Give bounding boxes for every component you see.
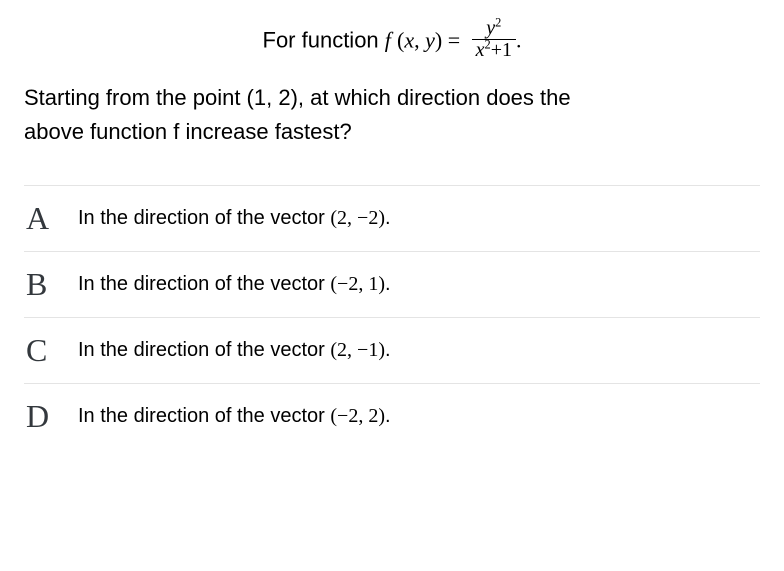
option-suffix: . (385, 273, 391, 295)
formula-x: x (404, 27, 414, 52)
question-page: For function f (x, y) = y2 x2+1 . Starti… (0, 0, 784, 465)
option-prefix: In the direction of the vector (78, 273, 330, 295)
den-plus1: +1 (491, 39, 512, 61)
question-line-1: Starting from the point (1, 2), at which… (24, 85, 571, 110)
option-letter: C (24, 332, 78, 369)
option-text: In the direction of the vector (2, −2). (78, 207, 391, 230)
option-suffix: . (385, 207, 391, 229)
option-letter: A (24, 200, 78, 237)
formula-f: f (385, 27, 391, 52)
fraction-denominator: x2+1 (472, 39, 516, 61)
option-suffix: . (385, 339, 391, 361)
fraction-numerator: y2 (472, 18, 516, 39)
option-b[interactable]: B In the direction of the vector (−2, 1)… (24, 251, 760, 317)
function-formula: For function f (x, y) = y2 x2+1 . (24, 20, 760, 63)
option-a[interactable]: A In the direction of the vector (2, −2)… (24, 185, 760, 251)
formula-fraction: y2 x2+1 (472, 18, 516, 61)
option-prefix: In the direction of the vector (78, 405, 330, 427)
formula-trailing: . (516, 27, 522, 52)
formula-close-eq: ) = (435, 27, 466, 52)
option-letter: D (24, 398, 78, 435)
option-prefix: In the direction of the vector (78, 207, 330, 229)
option-vector: (2, −1) (330, 339, 385, 361)
option-text: In the direction of the vector (2, −1). (78, 339, 391, 362)
option-prefix: In the direction of the vector (78, 339, 330, 361)
option-c[interactable]: C In the direction of the vector (2, −1)… (24, 317, 760, 383)
formula-y: y (425, 27, 435, 52)
option-d[interactable]: D In the direction of the vector (−2, 2)… (24, 383, 760, 449)
option-text: In the direction of the vector (−2, 1). (78, 273, 391, 296)
option-vector: (−2, 2) (330, 405, 385, 427)
option-vector: (−2, 1) (330, 273, 385, 295)
num-var: y (486, 17, 495, 39)
question-text: Starting from the point (1, 2), at which… (24, 81, 760, 149)
option-text: In the direction of the vector (−2, 2). (78, 405, 391, 428)
option-vector: (2, −2) (330, 207, 385, 229)
num-exp: 2 (495, 15, 501, 29)
formula-comma: , (414, 27, 425, 52)
options-list: A In the direction of the vector (2, −2)… (24, 185, 760, 449)
formula-prefix: For function (263, 27, 385, 52)
option-letter: B (24, 266, 78, 303)
question-line-2: above function f increase fastest? (24, 119, 352, 144)
option-suffix: . (385, 405, 391, 427)
den-var: x (476, 39, 485, 61)
